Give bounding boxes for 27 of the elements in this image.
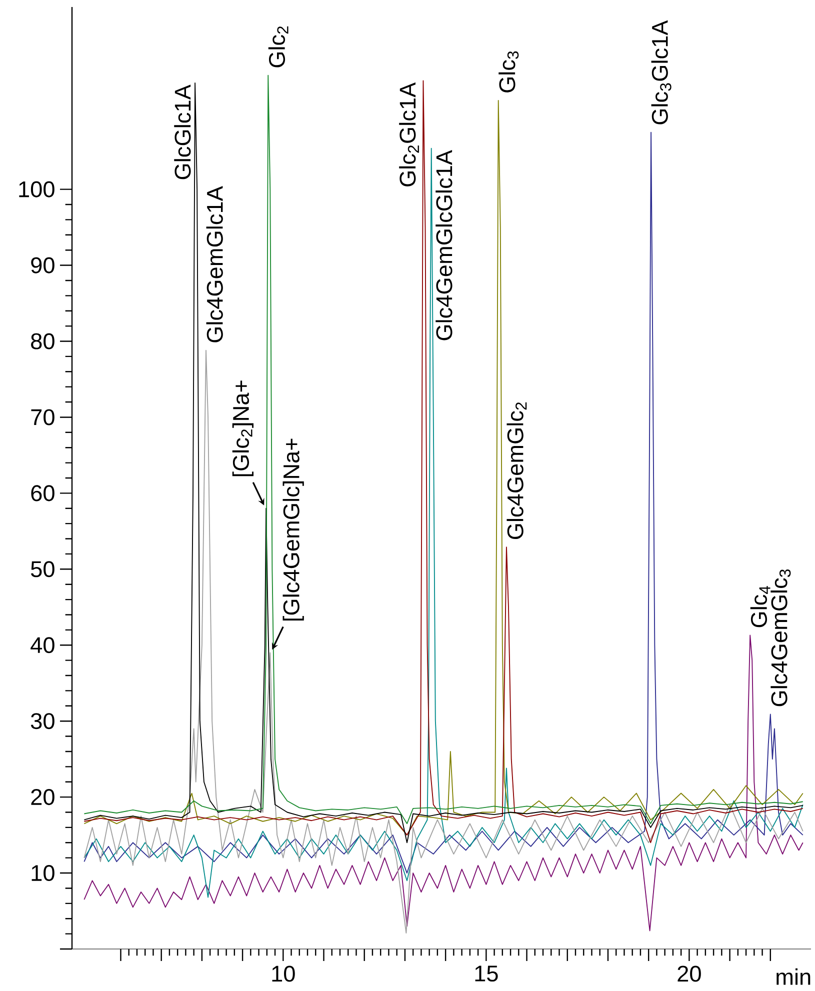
y-tick-label: 80 xyxy=(31,333,54,350)
y-tick-label: 40 xyxy=(30,637,54,654)
annotation: [Glc4GemGlc]Na+ xyxy=(282,438,304,621)
y-tick-label: 70 xyxy=(31,409,54,426)
annotation: Glc$_{2}$Glc1A xyxy=(399,82,419,186)
y-tick-label: 90 xyxy=(31,257,54,274)
annotation: Glc4GemGlcGlc1A xyxy=(436,150,452,340)
annotation: Glc4GemGlc$_{2}$ xyxy=(506,402,527,540)
y-tick-label: 100 xyxy=(19,181,54,198)
y-tick-label: 10 xyxy=(32,865,54,882)
x-tick-label: 15 xyxy=(475,966,498,982)
annotation: Glc$_{3}$ xyxy=(498,51,519,92)
annotation: Glc4GemGlc1A xyxy=(206,186,223,342)
annotation: Glc4GemGlc$_{3}$ xyxy=(770,569,791,706)
y-tick-label: 60 xyxy=(31,485,54,502)
y-tick-label: 20 xyxy=(31,789,54,806)
y-tick-label: 50 xyxy=(30,561,54,578)
annotation: [Glc$_{2}$]Na+ xyxy=(232,380,254,476)
line-series xyxy=(84,350,804,934)
x-tick-label: 10 xyxy=(272,966,295,982)
y-tick-label: 30 xyxy=(30,713,54,730)
annotation: Glc$_{2}$ xyxy=(268,26,288,68)
x-axis-title: min xyxy=(776,968,810,985)
annotation: Glc$_{4}$ xyxy=(750,586,770,628)
annotation: GlcGlc1A xyxy=(174,84,191,180)
x-tick-label: 20 xyxy=(678,966,701,982)
annotation: Glc$_{3}$Glc1A xyxy=(651,20,672,124)
